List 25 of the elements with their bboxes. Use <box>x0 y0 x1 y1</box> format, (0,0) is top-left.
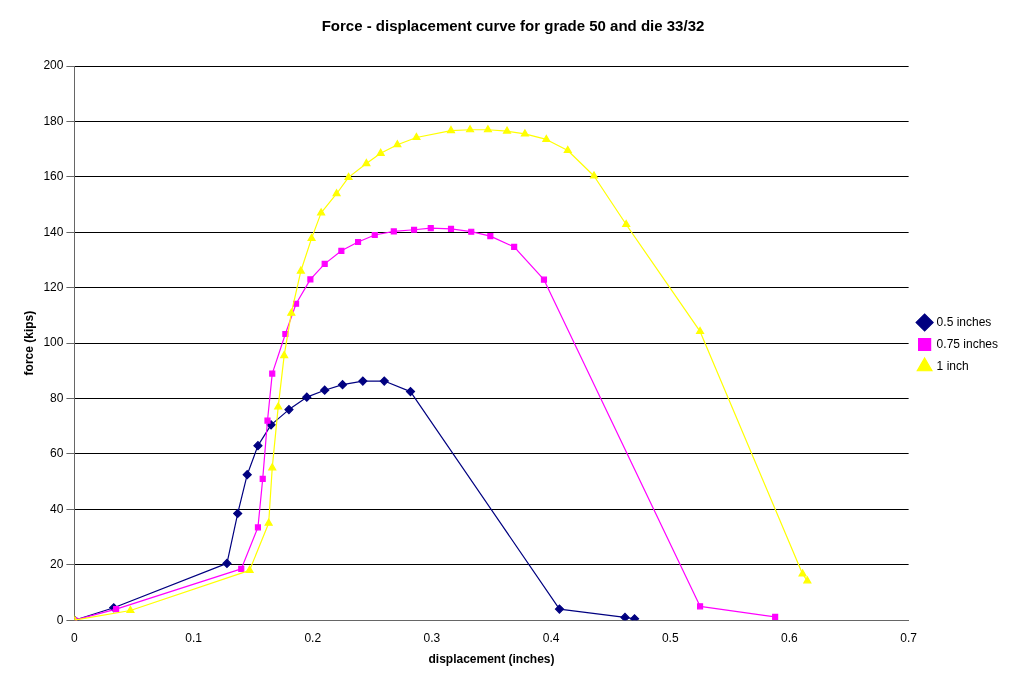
legend-label: 0.75 inches <box>936 336 999 351</box>
y-tick-label: 160 <box>43 169 64 184</box>
y-tick-label: 200 <box>43 58 64 73</box>
x-tick-label: 0.5 <box>661 630 679 645</box>
y-axis-title: force (kips) <box>21 310 36 376</box>
x-tick-label: 0.1 <box>185 630 203 645</box>
y-tick-label: 40 <box>50 501 64 516</box>
x-tick-label: 0.2 <box>304 630 322 645</box>
legend-label: 1 inch <box>936 358 969 373</box>
x-tick-label: 0.4 <box>542 630 560 645</box>
y-tick-label: 0 <box>56 612 64 627</box>
x-tick-label: 0.6 <box>781 630 799 645</box>
legend-label: 0.5 inches <box>936 314 992 329</box>
y-tick-label: 180 <box>43 113 64 128</box>
y-tick-label: 80 <box>50 390 64 405</box>
x-axis-title: displacement (inches) <box>428 652 555 667</box>
y-tick-label: 20 <box>50 557 64 572</box>
x-tick-label: 0.7 <box>900 630 918 645</box>
x-tick-label: 0 <box>71 630 79 645</box>
y-tick-label: 120 <box>43 279 64 294</box>
y-tick-label: 100 <box>43 335 64 350</box>
chart-title: Force - displacement curve for grade 50 and die 33/32 <box>321 17 705 35</box>
y-tick-label: 60 <box>50 446 64 461</box>
y-tick-label: 140 <box>43 224 64 239</box>
x-tick-label: 0.3 <box>423 630 441 645</box>
